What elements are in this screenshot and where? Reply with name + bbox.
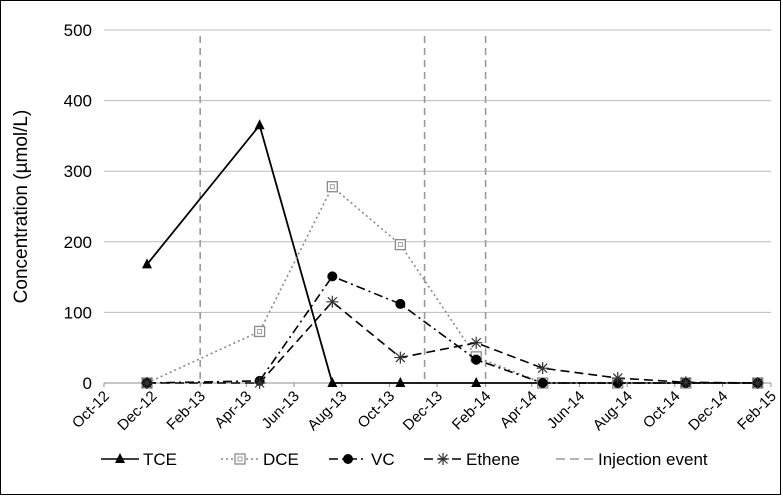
star-marker	[751, 377, 764, 389]
x-axis: Oct-12 Dec-12 Feb-13 Apr-13 Jun-13 Aug-13 Oct-…	[69, 383, 780, 434]
legend-item-dce: DCE	[221, 450, 299, 469]
square-marker	[253, 325, 266, 338]
triangle-marker	[254, 119, 265, 130]
star-marker	[326, 295, 339, 308]
star-marker	[253, 377, 266, 389]
legend-item-ethene: Ethene	[424, 450, 520, 469]
star-marker	[679, 376, 692, 389]
circle-marker	[343, 454, 353, 464]
x-tick-label: Dec-12	[114, 388, 160, 434]
legend-item-injection-event: Injection event	[556, 450, 708, 469]
x-tick-label: Dec-13	[400, 388, 446, 434]
y-tick-label: 300	[64, 162, 92, 181]
legend-item-tce: TCE	[101, 450, 177, 469]
square-marker	[394, 238, 407, 251]
y-tick-label: 200	[64, 233, 92, 252]
circle-marker	[537, 378, 548, 388]
x-tick-label: Jun-13	[258, 388, 302, 432]
legend: TCE DCE VC Ethene Injection event	[101, 450, 708, 469]
x-tick-label: Dec-14	[685, 388, 731, 434]
x-tick-label: Feb-15	[734, 388, 780, 434]
legend-label: TCE	[143, 450, 177, 469]
series-group	[141, 119, 764, 389]
series-vc	[142, 271, 763, 388]
star-marker	[437, 453, 449, 465]
y-tick-label: 500	[64, 21, 92, 40]
legend-label: VC	[371, 450, 395, 469]
injection-event-lines	[199, 36, 487, 383]
square-marker	[234, 453, 246, 465]
x-tick-label: Apr-13	[211, 388, 255, 432]
square-marker-inner	[397, 242, 403, 248]
square-marker	[326, 181, 338, 193]
star-marker	[536, 362, 549, 375]
legend-label: DCE	[263, 450, 299, 469]
x-tick-label: Oct-13	[354, 388, 398, 432]
star-marker	[470, 336, 483, 349]
legend-item-vc: VC	[329, 450, 395, 469]
y-tick-label: 0	[83, 374, 92, 393]
legend-label: Ethene	[466, 450, 520, 469]
triangle-marker	[471, 377, 482, 387]
series-dce	[141, 181, 764, 389]
circle-marker	[471, 354, 482, 365]
series-line-vc	[146, 275, 758, 384]
gridlines	[104, 29, 771, 384]
x-tick-label: Apr-14	[497, 388, 541, 432]
star-marker	[394, 351, 407, 364]
circle-marker	[395, 298, 406, 309]
triangle-marker	[115, 453, 125, 463]
x-tick-label: Oct-14	[640, 388, 684, 432]
y-tick-label: 400	[64, 92, 92, 111]
circle-marker	[327, 271, 338, 282]
legend-label: Injection event	[598, 450, 708, 469]
triangle-marker	[327, 377, 338, 387]
series-line-tce	[146, 123, 758, 384]
triangle-marker	[395, 377, 406, 387]
x-tick-label: Feb-13	[163, 388, 209, 434]
star-marker	[611, 372, 624, 385]
series-line-dce	[146, 185, 758, 384]
x-tick-label: Aug-14	[590, 388, 636, 434]
x-tick-label: Oct-12	[69, 388, 113, 432]
x-tick-label: Feb-14	[449, 388, 495, 434]
square-marker-inner	[257, 329, 263, 334]
square-marker-inner	[237, 456, 243, 462]
x-tick-label: Jun-14	[544, 388, 588, 432]
triangle-marker	[142, 258, 153, 269]
y-tick-label: 100	[64, 303, 92, 322]
series-line-ethene	[147, 300, 758, 384]
y-axis-label: Concentration (µmol/L)	[11, 110, 32, 304]
star-marker	[141, 377, 154, 389]
series-ethene	[141, 295, 764, 389]
square-marker-inner	[329, 184, 335, 190]
y-axis: 0 100 200 300 400 500	[64, 21, 92, 393]
series-tce	[142, 119, 763, 387]
x-tick-label: Aug-13	[304, 388, 350, 434]
